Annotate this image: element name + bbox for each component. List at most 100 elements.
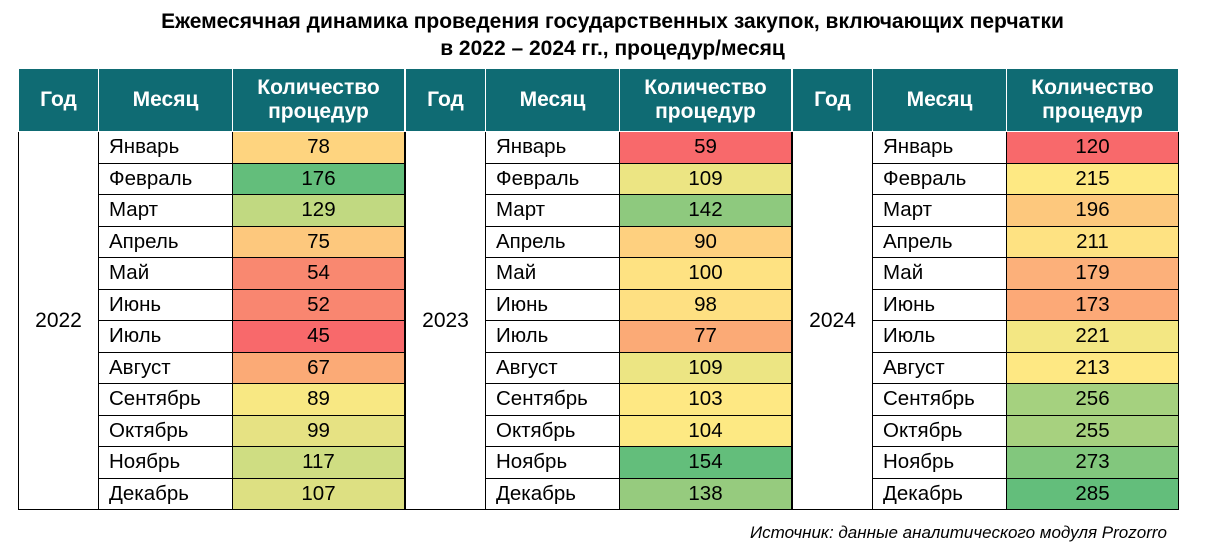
value-cell: 120	[1006, 131, 1179, 164]
header-count-line-2: процедур	[655, 100, 756, 123]
table-row: Февраль 109	[406, 162, 792, 195]
table-row: Июнь 52	[19, 288, 405, 321]
value-cell: 59	[619, 131, 792, 164]
month-cell: Май	[872, 257, 1007, 290]
value-cell: 117	[232, 446, 405, 479]
value-cell: 285	[1006, 477, 1179, 510]
month-cell: Апрель	[872, 225, 1007, 258]
header-month: Месяц	[98, 68, 233, 132]
procurement-tables: Год Месяц Количество процедур 2022 Январь 78 Фе…	[18, 68, 1179, 510]
value-cell: 67	[232, 351, 405, 384]
month-cell: Ноябрь	[98, 446, 233, 479]
table-row: Декабрь 107	[19, 477, 405, 510]
header-row: Год Месяц Количество процедур	[792, 68, 1179, 132]
month-cell: Январь	[872, 131, 1007, 164]
value-cell: 173	[1006, 288, 1179, 321]
header-count-line-1: Количество	[644, 76, 767, 99]
table-row: Апрель 211	[793, 225, 1179, 258]
value-cell: 98	[619, 288, 792, 321]
month-cell: Июнь	[872, 288, 1007, 321]
table-row: Июль 221	[793, 320, 1179, 353]
table-row: 2024 Январь 120	[792, 131, 1179, 510]
month-cell: Январь	[98, 131, 233, 164]
month-cell: Январь	[485, 131, 620, 164]
header-count-line-1: Количество	[1031, 76, 1154, 99]
month-cell: Октябрь	[98, 414, 233, 447]
header-count: Количество процедур	[619, 68, 792, 132]
table-row: Июль 77	[406, 320, 792, 353]
value-cell: 52	[232, 288, 405, 321]
month-cell: Сентябрь	[485, 383, 620, 416]
table-row: Ноябрь 117	[19, 446, 405, 479]
value-cell: 45	[232, 320, 405, 353]
year-cell: 2024	[792, 131, 873, 510]
value-cell: 273	[1006, 446, 1179, 479]
month-cell: Сентябрь	[872, 383, 1007, 416]
month-cell: Май	[485, 257, 620, 290]
table-row: 2022 Январь 78	[18, 131, 405, 510]
month-cell: Февраль	[98, 162, 233, 195]
month-cell: Июнь	[485, 288, 620, 321]
month-cell: Март	[98, 194, 233, 227]
header-month: Месяц	[872, 68, 1007, 132]
value-cell: 100	[619, 257, 792, 290]
value-cell: 107	[232, 477, 405, 510]
table-row: 2023 Январь 59	[405, 131, 792, 510]
month-cell: Август	[485, 351, 620, 384]
value-cell: 54	[232, 257, 405, 290]
table-row: Август 67	[19, 351, 405, 384]
month-cell: Сентябрь	[98, 383, 233, 416]
table-row: Декабрь 138	[406, 477, 792, 510]
table-row: Февраль 215	[793, 162, 1179, 195]
year-table-2022: Год Месяц Количество процедур 2022 Январь 78 Фе…	[18, 68, 405, 510]
year-table-2023: Год Месяц Количество процедур 2023 Январь 59 Фе…	[405, 68, 792, 510]
value-cell: 109	[619, 162, 792, 195]
year-cell: 2023	[405, 131, 486, 510]
value-cell: 104	[619, 414, 792, 447]
table-row: Май 100	[406, 257, 792, 290]
month-cell: Август	[98, 351, 233, 384]
table-row: Май 54	[19, 257, 405, 290]
source-note: Источник: данные аналитического модуля P…	[750, 523, 1167, 542]
month-cell: Май	[98, 257, 233, 290]
table-row: Октябрь 99	[19, 414, 405, 447]
value-cell: 215	[1006, 162, 1179, 195]
page-title: Ежемесячная динамика проведения государс…	[0, 8, 1225, 62]
value-cell: 196	[1006, 194, 1179, 227]
header-row: Год Месяц Количество процедур	[18, 68, 405, 132]
month-cell: Июль	[485, 320, 620, 353]
year-cell: 2022	[18, 131, 99, 510]
table-row: Апрель 75	[19, 225, 405, 258]
month-cell: Февраль	[872, 162, 1007, 195]
month-cell: Декабрь	[872, 477, 1007, 510]
month-cell: Июль	[98, 320, 233, 353]
header-count: Количество процедур	[1006, 68, 1179, 132]
table-row: Февраль 176	[19, 162, 405, 195]
value-cell: 99	[232, 414, 405, 447]
title-line-1: Ежемесячная динамика проведения государс…	[161, 10, 1064, 33]
header-count-line-2: процедур	[268, 100, 369, 123]
value-cell: 211	[1006, 225, 1179, 258]
table-row: Сентябрь 89	[19, 383, 405, 416]
value-cell: 213	[1006, 351, 1179, 384]
value-cell: 109	[619, 351, 792, 384]
header-count-line-1: Количество	[257, 76, 380, 99]
header-year: Год	[792, 68, 873, 132]
header-count: Количество процедур	[232, 68, 405, 132]
title-line-2: в 2022 – 2024 гг., процедур/месяц	[440, 37, 785, 60]
table-row: Май 179	[793, 257, 1179, 290]
value-cell: 89	[232, 383, 405, 416]
table-row: Июль 45	[19, 320, 405, 353]
header-year: Год	[18, 68, 99, 132]
table-row: Декабрь 285	[793, 477, 1179, 510]
month-cell: Апрель	[98, 225, 233, 258]
month-cell: Октябрь	[872, 414, 1007, 447]
value-cell: 256	[1006, 383, 1179, 416]
value-cell: 90	[619, 225, 792, 258]
value-cell: 142	[619, 194, 792, 227]
value-cell: 129	[232, 194, 405, 227]
month-cell: Июль	[872, 320, 1007, 353]
table-row: Ноябрь 154	[406, 446, 792, 479]
table-row: Октябрь 255	[793, 414, 1179, 447]
value-cell: 255	[1006, 414, 1179, 447]
